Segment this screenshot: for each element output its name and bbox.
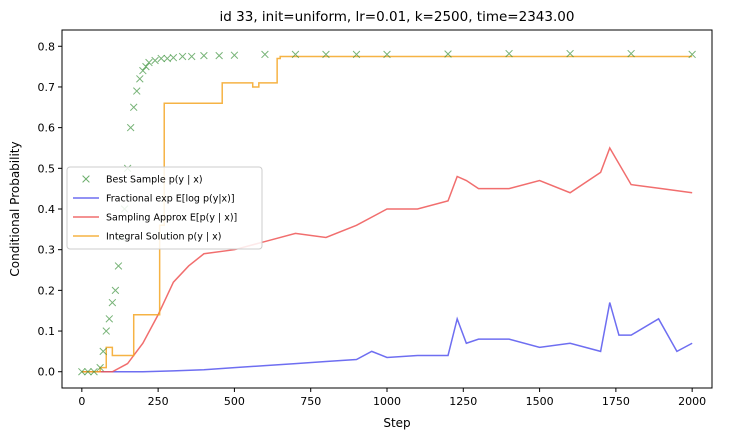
best-sample-point <box>261 50 269 59</box>
best-sample-point <box>187 52 196 61</box>
legend-box <box>66 166 263 250</box>
best-sample-point <box>136 75 144 83</box>
best-sample-point <box>139 66 147 75</box>
best-sample-point <box>133 87 141 95</box>
best-sample-point <box>151 56 159 65</box>
y-axis-title: Conditional Probability <box>8 141 22 276</box>
best-sample-point <box>505 49 513 58</box>
best-sample-point <box>102 327 111 335</box>
integral-solution-p-y-x-line <box>81 55 693 373</box>
best-sample-point <box>169 53 178 62</box>
legend-entry: Integral Solution p(y | x) <box>73 232 221 243</box>
best-sample-point <box>352 50 361 59</box>
best-sample-point <box>78 367 86 376</box>
best-sample-point <box>129 103 138 112</box>
best-sample-point <box>688 50 696 59</box>
plot-area <box>78 49 696 376</box>
y-tick-label: 0.0 <box>38 366 56 379</box>
x-tick-label: 1000 <box>373 395 401 408</box>
legend-label: Best Sample p(y | x) <box>106 175 203 186</box>
best-sample-point <box>230 51 239 59</box>
best-sample-point <box>291 50 300 59</box>
y-tick-label: 0.2 <box>38 284 56 297</box>
best-sample-point <box>142 62 150 71</box>
best-sample-point <box>111 286 120 295</box>
best-sample-point <box>99 347 107 356</box>
best-sample-point <box>215 51 223 60</box>
legend: Best Sample p(y | x) Fractional exp E[log… <box>66 166 263 250</box>
legend-entry: Fractional exp E[log p(y|x)] <box>73 194 235 205</box>
best-sample-point <box>178 52 187 61</box>
y-tick-label: 0.1 <box>38 325 56 338</box>
sampling-approx-e-p-y-x-line <box>81 146 693 373</box>
best-sample-point <box>383 50 391 59</box>
best-sample-point <box>163 54 172 63</box>
legend-label: Sampling Approx E[p(y | x)] <box>106 213 237 224</box>
x-tick-label: 0 <box>78 395 85 408</box>
best-sample-point <box>114 262 123 270</box>
chart-title: id 33, init=uniform, lr=0.01, k=2500, ti… <box>220 9 575 25</box>
legend-entry: Best Sample p(y | x) <box>82 175 203 186</box>
x-axis-title: Step <box>383 416 410 430</box>
y-axis: 0.0 0.1 0.2 0.3 0.4 0.5 0.6 0.7 0.8 <box>38 40 62 379</box>
best-sample-point <box>84 367 92 376</box>
x-axis: 0 250 500 750 1000 1250 1500 1750 2000 <box>78 388 706 408</box>
x-tick-label: 2000 <box>678 395 706 408</box>
x-tick-label: 1750 <box>602 395 630 408</box>
best-sample-point <box>90 367 98 376</box>
best-sample-point <box>96 363 104 372</box>
best-sample-point <box>157 54 165 63</box>
best-sample-point <box>444 50 452 58</box>
legend-marker <box>82 175 90 183</box>
y-tick-label: 0.8 <box>38 40 56 53</box>
x-tick-label: 750 <box>300 395 321 408</box>
x-tick-label: 1250 <box>449 395 477 408</box>
y-tick-label: 0.7 <box>38 81 56 94</box>
best-sample-point <box>627 49 635 58</box>
legend-label: Integral Solution p(y | x) <box>106 232 221 243</box>
y-tick-label: 0.4 <box>38 203 56 216</box>
legend-entry: Sampling Approx E[p(y | x)] <box>73 213 237 224</box>
fractional-exp-e-log-p-y-x-line <box>81 302 693 373</box>
x-tick-label: 1500 <box>526 395 554 408</box>
x-tick-label: 250 <box>148 395 169 408</box>
y-tick-label: 0.3 <box>38 244 56 257</box>
best-sample-point <box>126 123 135 132</box>
best-sample-point <box>322 50 330 59</box>
best-sample-point <box>200 51 208 60</box>
best-sample-point <box>566 49 574 58</box>
y-tick-label: 0.5 <box>38 162 56 175</box>
y-tick-label: 0.6 <box>38 122 56 135</box>
legend-label: Fractional exp E[log p(y|x)] <box>106 194 235 205</box>
x-tick-label: 500 <box>224 395 245 408</box>
best-sample-point <box>105 315 114 323</box>
best-sample-point <box>145 58 153 67</box>
best-sample-point <box>108 298 117 307</box>
